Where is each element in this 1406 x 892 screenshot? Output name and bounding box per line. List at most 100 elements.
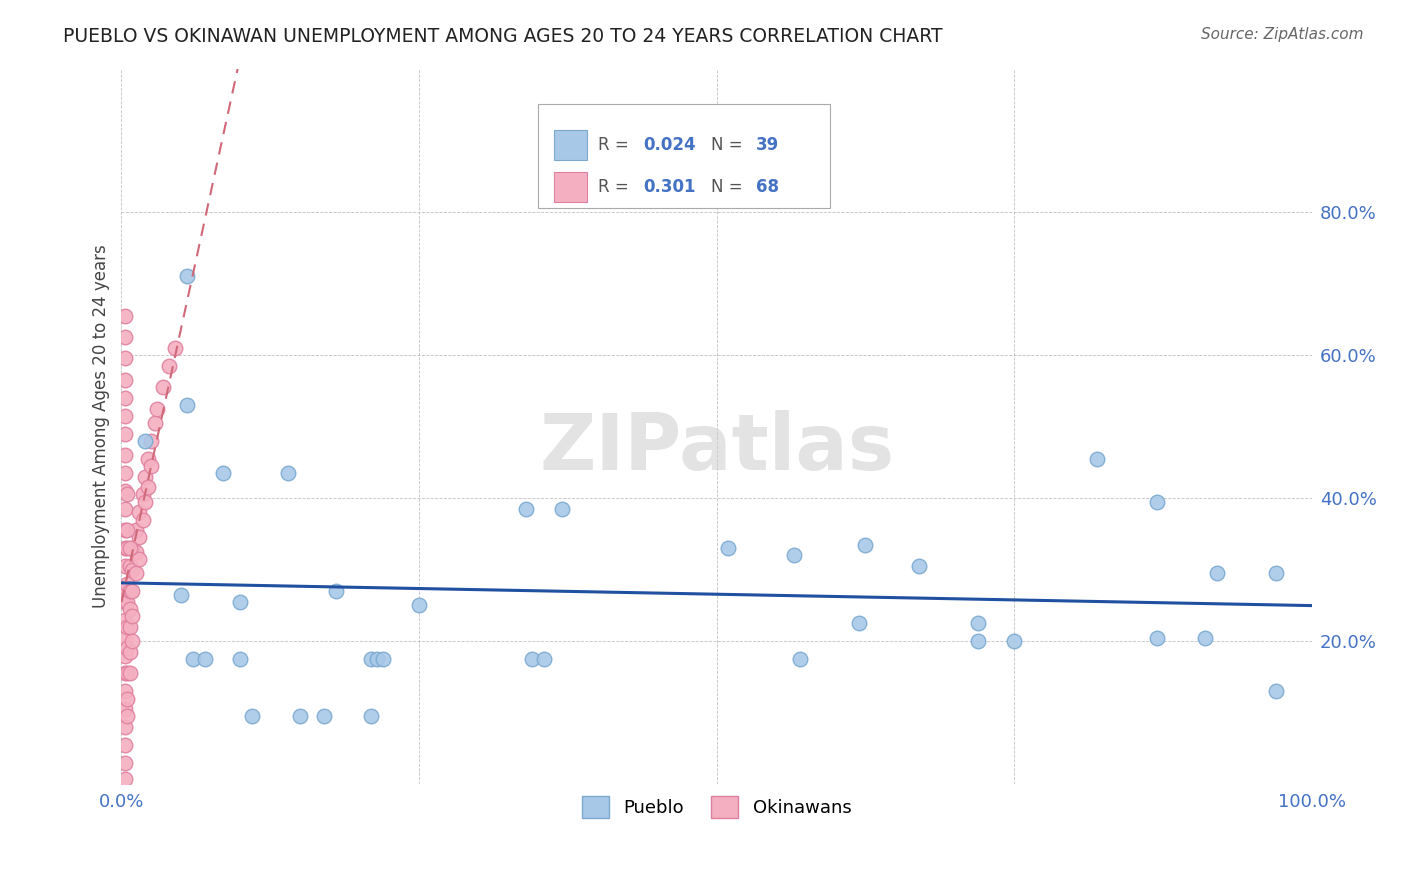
- Point: [967, 634, 990, 648]
- Point: [114, 330, 136, 344]
- Point: [134, 469, 156, 483]
- Point: [114, 772, 136, 786]
- Point: [114, 559, 136, 574]
- Point: [176, 269, 198, 284]
- Point: [533, 652, 555, 666]
- Y-axis label: Unemployment Among Ages 20 to 24 years: Unemployment Among Ages 20 to 24 years: [93, 244, 110, 608]
- Point: [176, 398, 198, 412]
- Point: [360, 709, 382, 723]
- Point: [114, 466, 136, 480]
- FancyBboxPatch shape: [538, 104, 830, 208]
- Point: [117, 641, 139, 656]
- Point: [118, 602, 141, 616]
- Point: [551, 501, 574, 516]
- Text: R =: R =: [598, 136, 634, 153]
- Text: N =: N =: [710, 136, 748, 153]
- Point: [114, 373, 136, 387]
- Text: 39: 39: [756, 136, 779, 153]
- Point: [1087, 451, 1109, 466]
- Point: [229, 652, 252, 666]
- Point: [114, 666, 136, 681]
- Point: [125, 523, 148, 537]
- Point: [1265, 684, 1288, 698]
- Point: [125, 566, 148, 581]
- Point: [117, 666, 139, 681]
- Point: [121, 634, 143, 648]
- Point: [117, 523, 139, 537]
- Point: [114, 309, 136, 323]
- Point: [360, 652, 382, 666]
- Point: [366, 652, 388, 666]
- Point: [132, 512, 155, 526]
- Point: [121, 563, 143, 577]
- Point: [134, 494, 156, 508]
- Point: [118, 620, 141, 634]
- Point: [114, 448, 136, 462]
- Point: [114, 426, 136, 441]
- Point: [128, 505, 150, 519]
- Point: [121, 584, 143, 599]
- Point: [325, 584, 347, 599]
- Point: [114, 738, 136, 752]
- Point: [114, 351, 136, 366]
- Point: [515, 501, 537, 516]
- Point: [520, 652, 543, 666]
- Point: [136, 451, 159, 466]
- Point: [967, 616, 990, 631]
- FancyBboxPatch shape: [554, 129, 586, 160]
- Point: [240, 709, 263, 723]
- Point: [118, 584, 141, 599]
- Point: [117, 595, 139, 609]
- Point: [114, 756, 136, 770]
- Point: [908, 559, 931, 574]
- Point: [121, 609, 143, 624]
- Point: [114, 581, 136, 595]
- Point: [288, 709, 311, 723]
- Text: Source: ZipAtlas.com: Source: ZipAtlas.com: [1201, 27, 1364, 42]
- Point: [114, 595, 136, 609]
- FancyBboxPatch shape: [554, 172, 586, 202]
- Point: [141, 434, 163, 448]
- Point: [114, 391, 136, 405]
- Text: R =: R =: [598, 178, 634, 196]
- Point: [114, 501, 136, 516]
- Point: [114, 648, 136, 663]
- Point: [117, 691, 139, 706]
- Point: [848, 616, 870, 631]
- Point: [143, 416, 166, 430]
- Point: [118, 645, 141, 659]
- Point: [408, 599, 430, 613]
- Legend: Pueblo, Okinawans: Pueblo, Okinawans: [575, 789, 859, 825]
- Point: [1194, 631, 1216, 645]
- Point: [717, 541, 740, 556]
- Point: [134, 434, 156, 448]
- Point: [118, 541, 141, 556]
- Point: [1002, 634, 1025, 648]
- Point: [181, 652, 204, 666]
- Point: [114, 684, 136, 698]
- Point: [1146, 494, 1168, 508]
- Text: PUEBLO VS OKINAWAN UNEMPLOYMENT AMONG AGES 20 TO 24 YEARS CORRELATION CHART: PUEBLO VS OKINAWAN UNEMPLOYMENT AMONG AG…: [63, 27, 943, 45]
- Point: [117, 577, 139, 591]
- Point: [114, 541, 136, 556]
- Point: [157, 359, 180, 373]
- Text: ZIPatlas: ZIPatlas: [538, 410, 894, 486]
- Point: [136, 480, 159, 494]
- Point: [114, 523, 136, 537]
- Point: [170, 588, 193, 602]
- Text: 0.024: 0.024: [643, 136, 696, 153]
- Text: N =: N =: [710, 178, 748, 196]
- Point: [114, 409, 136, 423]
- Point: [117, 541, 139, 556]
- Point: [373, 652, 395, 666]
- Point: [229, 595, 252, 609]
- Point: [114, 720, 136, 734]
- Point: [1146, 631, 1168, 645]
- Point: [117, 709, 139, 723]
- Text: 68: 68: [756, 178, 779, 196]
- Point: [114, 613, 136, 627]
- Point: [194, 652, 217, 666]
- Point: [277, 466, 299, 480]
- Point: [853, 538, 876, 552]
- Point: [118, 666, 141, 681]
